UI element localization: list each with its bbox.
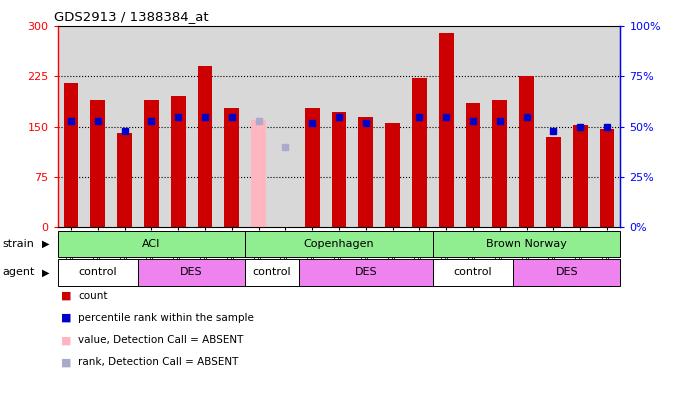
Bar	[245, 259, 299, 286]
Bar	[117, 133, 132, 227]
Bar	[433, 259, 513, 286]
Text: control: control	[454, 267, 492, 277]
Text: strain: strain	[2, 239, 34, 249]
Text: ■: ■	[61, 313, 71, 323]
Bar	[224, 108, 239, 227]
Bar	[171, 96, 186, 227]
Text: ■: ■	[61, 335, 71, 345]
Bar	[144, 100, 159, 227]
Text: count: count	[78, 291, 108, 301]
Bar	[546, 136, 561, 227]
Text: ▶: ▶	[42, 239, 49, 249]
Text: control: control	[79, 267, 117, 277]
Bar	[359, 117, 373, 227]
Text: ACI: ACI	[142, 239, 161, 249]
Bar	[519, 77, 534, 227]
Bar	[64, 83, 79, 227]
Bar	[58, 259, 138, 286]
Text: ■: ■	[61, 291, 71, 301]
Bar	[573, 125, 588, 227]
Bar	[252, 120, 266, 227]
Text: ▶: ▶	[42, 267, 49, 277]
Bar	[332, 112, 346, 227]
Bar	[198, 66, 212, 227]
Bar	[439, 33, 454, 227]
Bar	[492, 100, 507, 227]
Text: Brown Norway: Brown Norway	[486, 239, 567, 249]
Bar	[513, 259, 620, 286]
Bar	[138, 259, 245, 286]
Text: value, Detection Call = ABSENT: value, Detection Call = ABSENT	[78, 335, 243, 345]
Bar	[412, 79, 426, 227]
Text: control: control	[253, 267, 292, 277]
Text: ■: ■	[61, 358, 71, 367]
Bar	[58, 231, 245, 257]
Bar	[299, 259, 433, 286]
Text: Copenhagen: Copenhagen	[304, 239, 374, 249]
Bar	[599, 128, 614, 227]
Text: DES: DES	[555, 267, 578, 277]
Text: DES: DES	[180, 267, 203, 277]
Text: agent: agent	[2, 267, 35, 277]
Bar	[90, 100, 105, 227]
Bar	[385, 123, 400, 227]
Text: rank, Detection Call = ABSENT: rank, Detection Call = ABSENT	[78, 358, 239, 367]
Bar	[433, 231, 620, 257]
Text: GDS2913 / 1388384_at: GDS2913 / 1388384_at	[54, 10, 209, 23]
Text: percentile rank within the sample: percentile rank within the sample	[78, 313, 254, 323]
Text: DES: DES	[355, 267, 377, 277]
Bar	[466, 103, 480, 227]
Bar	[305, 108, 319, 227]
Bar	[245, 231, 433, 257]
